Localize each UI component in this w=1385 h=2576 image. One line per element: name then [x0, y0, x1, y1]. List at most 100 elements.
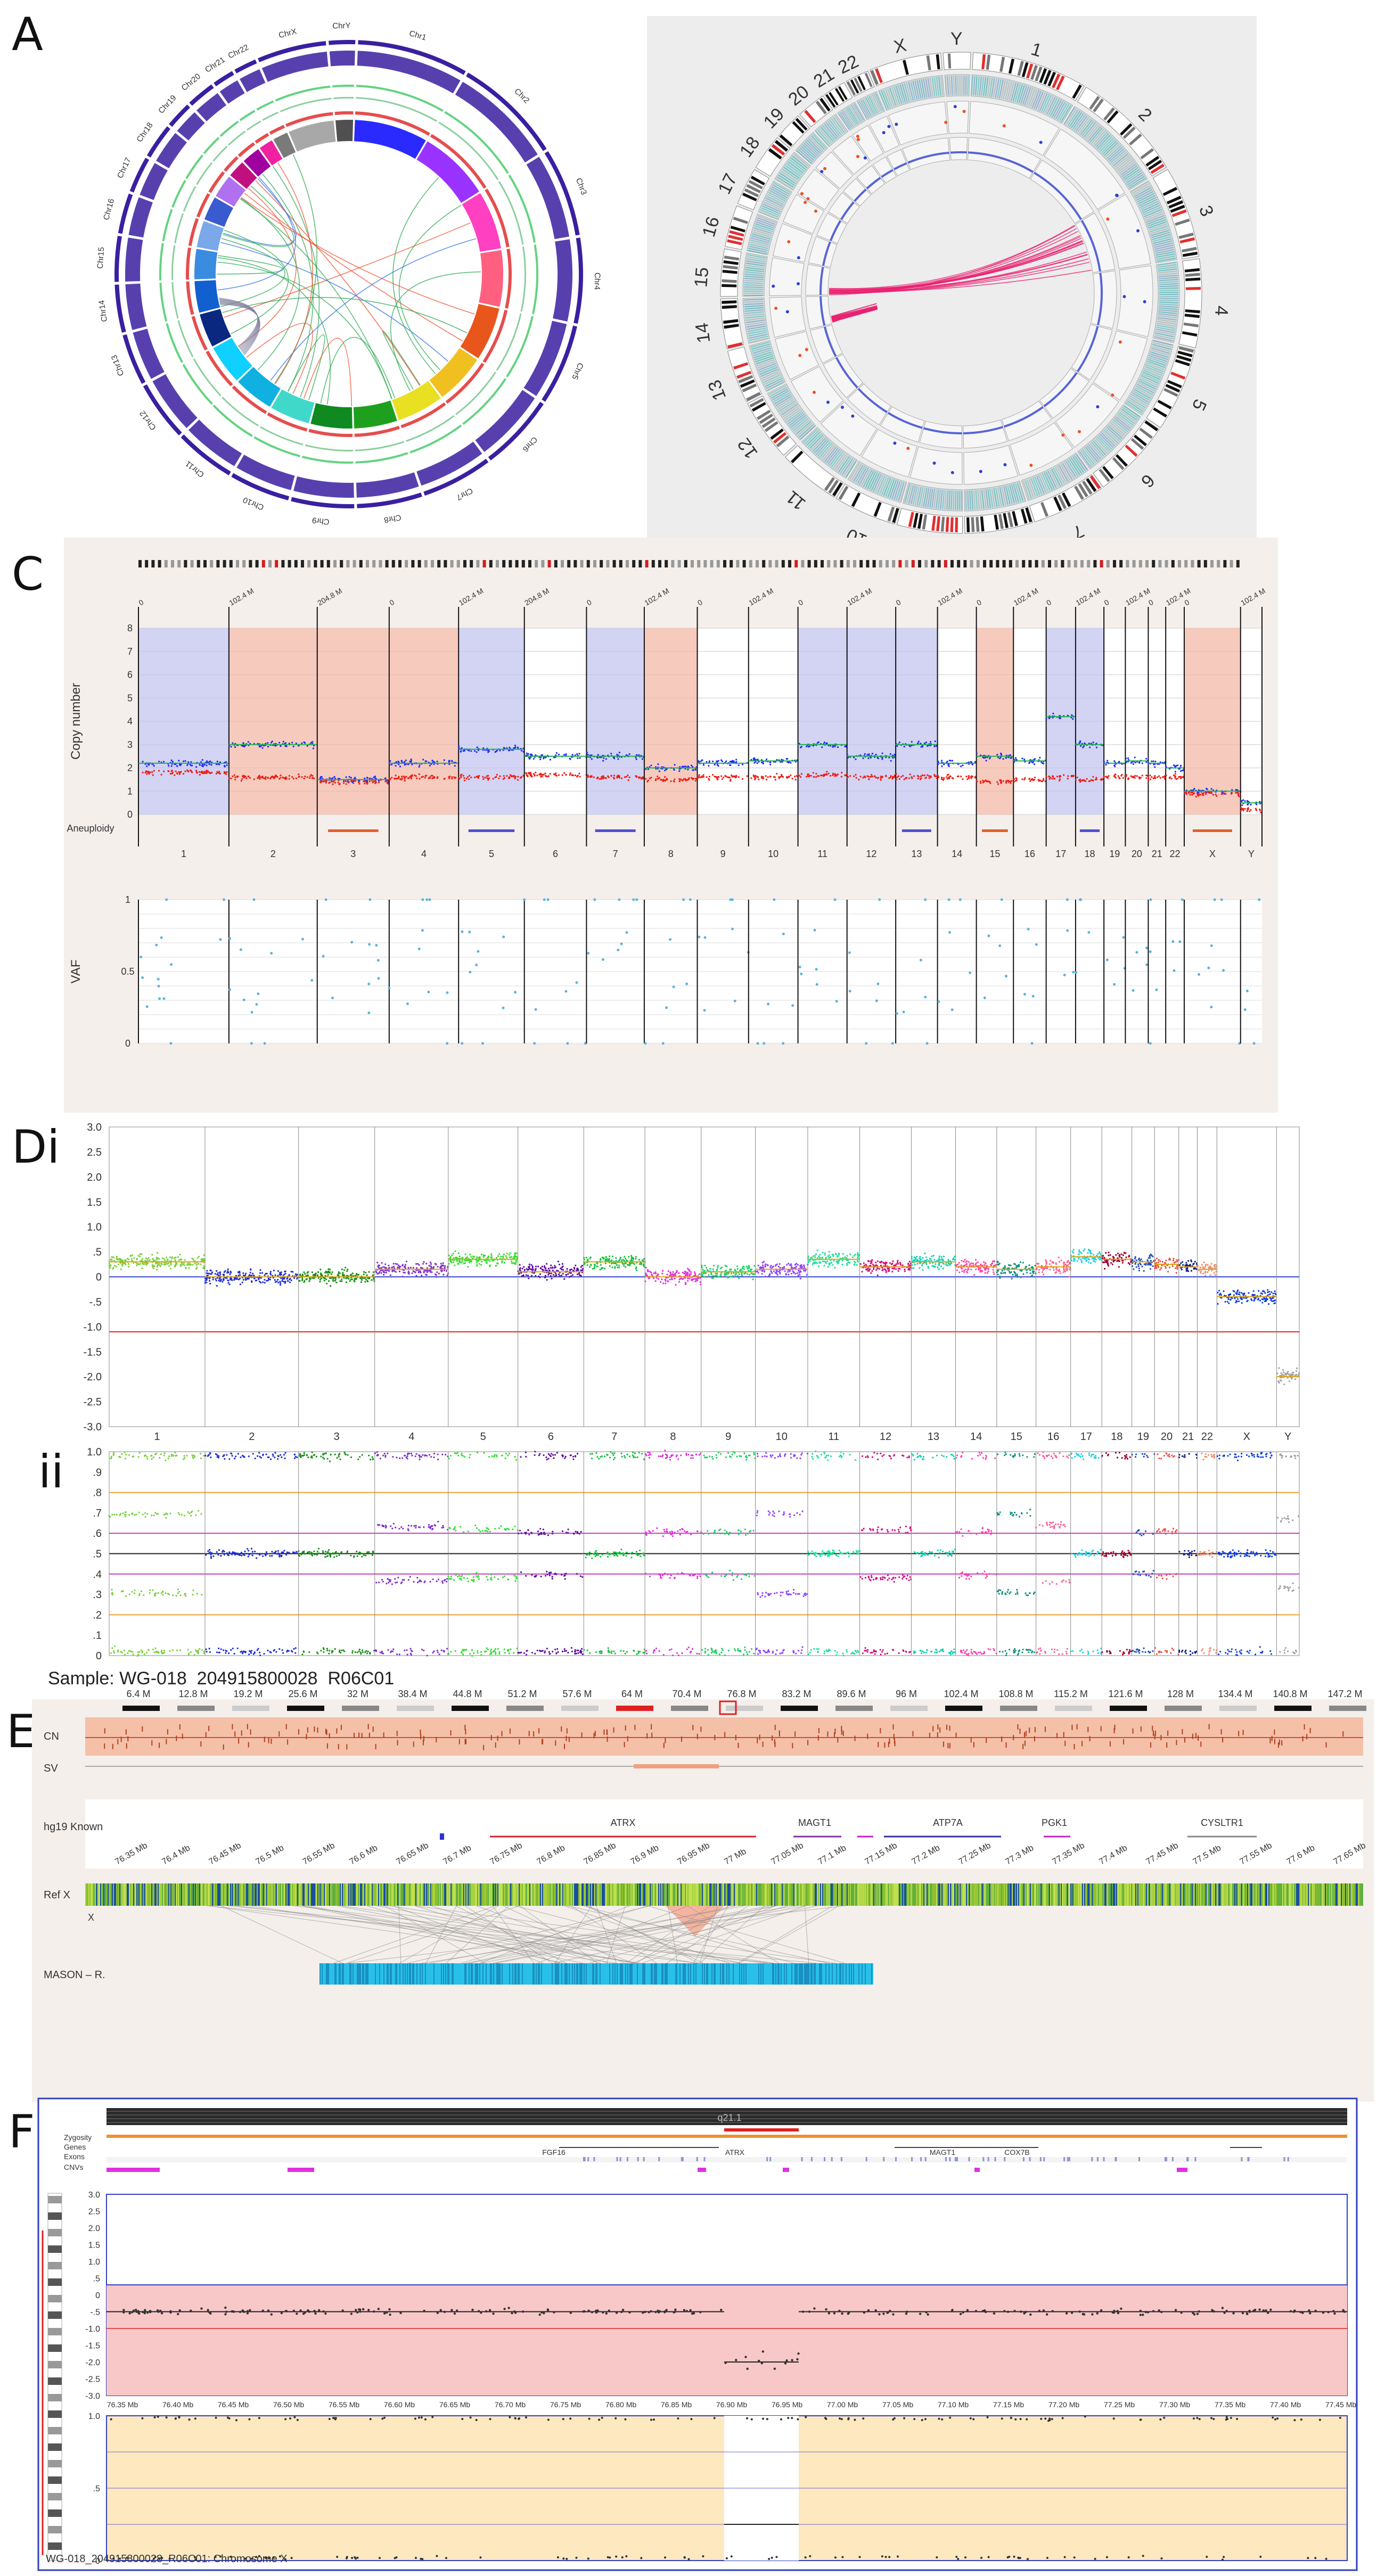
panel-d-lrr-point — [473, 1256, 476, 1258]
panel-c-vaf-point — [791, 1004, 794, 1007]
circos-b-band — [1175, 218, 1190, 226]
panel-c-cn-point-blue — [636, 754, 638, 756]
circos-b-link — [829, 251, 1087, 294]
panel-c-cn-point-red — [260, 776, 263, 778]
panel-c-cn-point-red — [399, 778, 401, 780]
panel-c-cn-point-red — [292, 778, 294, 780]
circos-b-scatter-ring — [909, 446, 963, 485]
circos-b-density-tick — [1058, 465, 1069, 482]
circos-b-scatter-point — [1096, 405, 1100, 409]
panel-c-cn-point-red — [1125, 775, 1127, 777]
panel-d-lrr-point — [210, 1273, 212, 1275]
panel-d-lrr-point — [239, 1283, 242, 1286]
panel-c-cn-point-red — [1032, 779, 1035, 781]
panel-d-lrr-point — [128, 1258, 130, 1261]
panel-c-cn-point-red — [1086, 778, 1088, 780]
panel-d-lrr-point — [404, 1272, 406, 1274]
panel-c-cn-point-red — [1131, 776, 1133, 778]
panel-c-ideogram-band — [1152, 560, 1155, 567]
panel-c-cn-point-blue — [1145, 758, 1148, 760]
circos-b-density-tick — [883, 89, 891, 108]
panel-c-cn-point-blue — [576, 753, 578, 755]
panel-d-lrr-point — [405, 1261, 408, 1263]
panel-c-ideogram-band — [1223, 560, 1227, 567]
panel-c-cn-point-red — [1082, 779, 1084, 781]
panel-c-ideogram-band — [1171, 560, 1175, 567]
panel-c-cn-point-blue — [366, 780, 368, 783]
panel-d-lrr-point — [513, 1257, 515, 1260]
circos-b-density-tick — [1128, 176, 1145, 187]
circos-a-ideogram — [358, 40, 466, 75]
panel-d-lrr-point — [533, 1272, 535, 1274]
panel-c-cn-point-blue — [553, 756, 555, 759]
panel-c-cn-point-red — [649, 777, 651, 779]
panel-c-cn-point-red — [662, 778, 665, 781]
panel-c-cn-point-blue — [1138, 762, 1141, 764]
panel-c-cn-point-blue — [260, 745, 263, 747]
circos-b-link — [829, 243, 1084, 291]
panel-d-lrr-point — [115, 1265, 117, 1268]
panel-c-vaf-point — [969, 971, 972, 974]
panel-c-cn-point-red — [325, 781, 327, 784]
panel-c-cn-point-red — [666, 779, 668, 781]
panel-c-ideogram-band — [671, 560, 675, 567]
panel-c-cn-point-red — [451, 776, 453, 778]
panel-c-cn-point-blue — [494, 751, 496, 753]
panel-c-cn-point-blue — [295, 742, 297, 744]
panel-c-cn-point-blue — [507, 750, 510, 752]
panel-c-vaf-point — [669, 938, 672, 941]
panel-c-cn-shade — [389, 628, 459, 814]
panel-c-cn-tick-label: 3 — [127, 739, 133, 750]
panel-d-lrr-point — [470, 1260, 472, 1263]
panel-d-lrr-point — [121, 1263, 124, 1265]
panel-d-lrr-point — [201, 1260, 203, 1262]
circos-b-density-tick — [1141, 375, 1159, 384]
panel-d-lrr-point — [581, 1268, 584, 1270]
panel-d-lrr-point — [301, 1274, 304, 1277]
panel-d-lrr-point — [552, 1274, 554, 1276]
panel-c-cn-point-blue — [171, 761, 174, 763]
circos-b-density-tick — [1039, 93, 1048, 111]
circos-b-cn-ring — [873, 157, 897, 184]
panel-c-ideogram-band — [1113, 560, 1116, 567]
circos-b-density-tick — [1138, 196, 1157, 207]
circos-b-density-tick — [1159, 303, 1178, 306]
circos-b-scatter-point — [840, 406, 844, 409]
circos-b-density-tick — [834, 454, 847, 470]
panel-d-lrr-point — [546, 1279, 548, 1281]
panel-d-lrr-point — [481, 1261, 483, 1263]
circos-b-density-tick — [1094, 131, 1108, 147]
panel-c-cn-point-blue — [1231, 789, 1233, 791]
circos-b-density-tick — [1105, 428, 1120, 442]
panel-c-cn-point-red — [641, 776, 644, 778]
panel-d-lrr-point — [407, 1266, 409, 1269]
circos-b-band — [1039, 68, 1047, 84]
panel-c-cn-point-red — [591, 776, 593, 778]
panel-d-lrr-point — [317, 1277, 319, 1279]
circos-b-density-tick — [747, 256, 766, 261]
panel-c-vaf-point — [523, 898, 526, 901]
panel-d-lrr-point — [217, 1274, 219, 1276]
panel-c-cn-point-red — [465, 777, 468, 779]
circos-b-density-tick — [1138, 380, 1157, 390]
circos-b-band — [864, 72, 873, 87]
circos-a-chrom-label: Chr18 — [135, 121, 154, 144]
circos-b-density-tick — [744, 273, 764, 276]
panel-c-cn-point-red — [463, 777, 465, 779]
panel-c-ideogram-band — [340, 560, 343, 567]
circos-b-density-tick — [1102, 140, 1117, 155]
panel-c-cn-point-blue — [799, 746, 802, 748]
circos-b-band — [773, 432, 787, 444]
panel-c-cn-point-red — [698, 774, 700, 777]
circos-b-cn-line — [866, 177, 881, 190]
panel-c-cn-tick-label: 5 — [127, 693, 133, 703]
circos-b-density-tick — [863, 469, 873, 487]
panel-c-cn-point-blue — [153, 765, 155, 767]
circos-b-density-tick — [887, 88, 895, 107]
circos-b-density-tick — [1106, 426, 1121, 441]
circos-b-scatter-ring — [775, 331, 819, 380]
circos-b-density-tick — [1032, 477, 1040, 496]
panel-c-cn-point-red — [940, 778, 943, 780]
panel-c-vaf-point — [1066, 929, 1069, 932]
panel-d-lrr-point — [458, 1260, 461, 1262]
